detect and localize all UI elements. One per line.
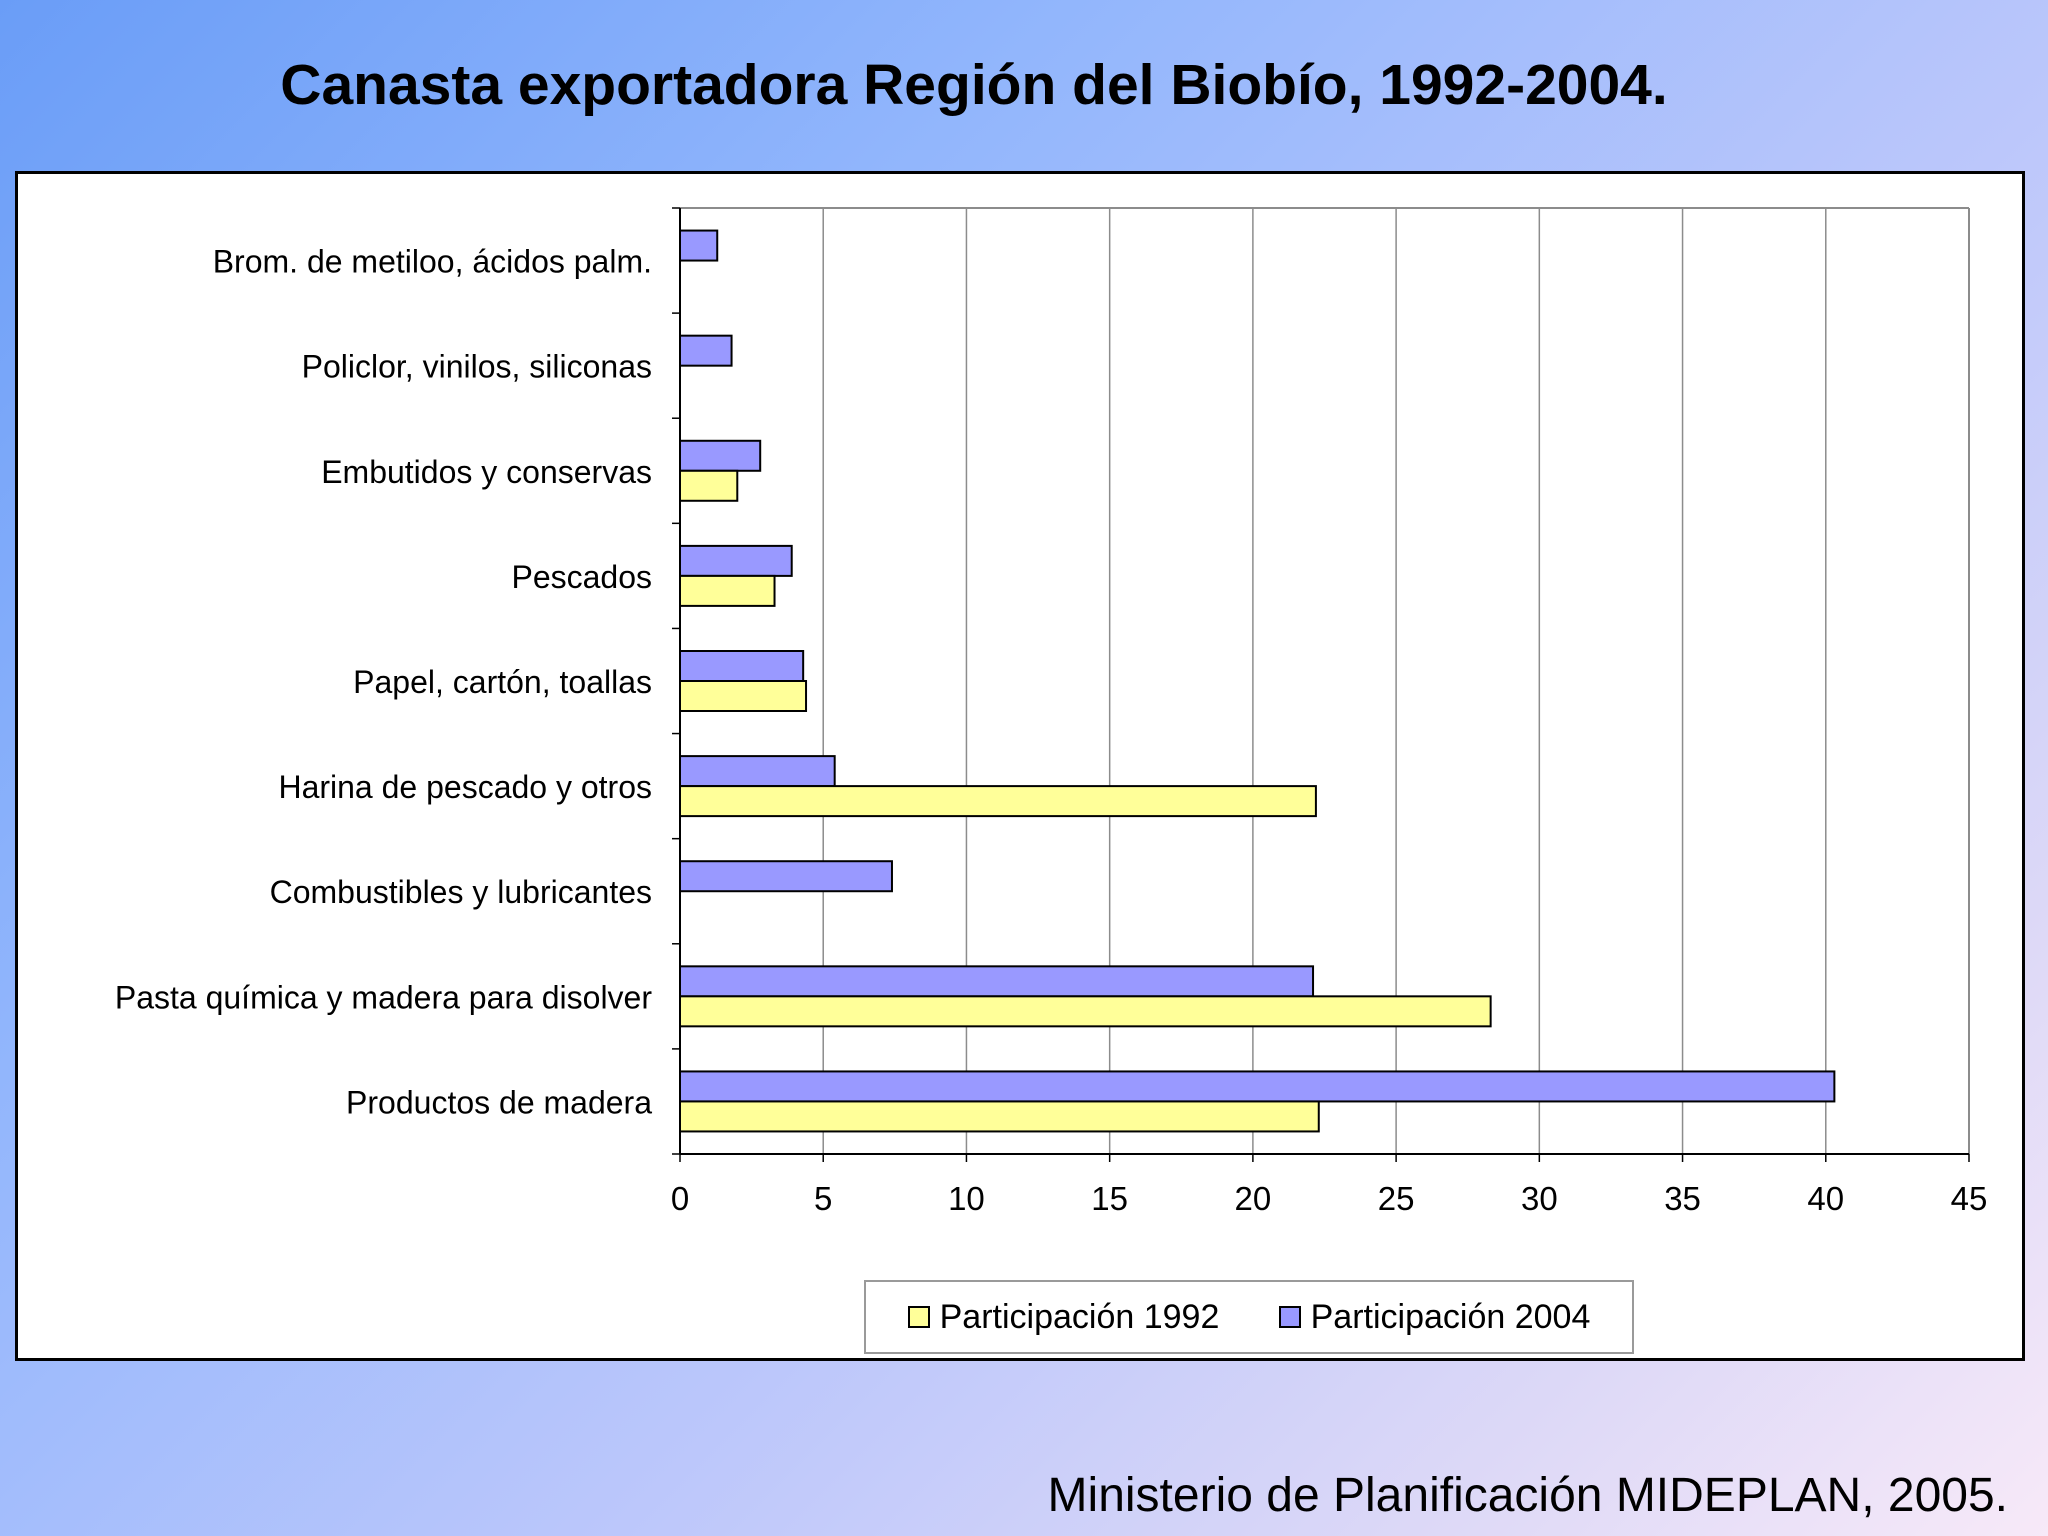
legend-swatch-2004: [1278, 1306, 1301, 1328]
x-tick-label: 35: [1664, 1180, 1701, 1217]
bar-2004: [679, 544, 793, 577]
source-note: Ministerio de Planificación MIDEPLAN, 20…: [1047, 1469, 2008, 1522]
bar-1992: [679, 1100, 1320, 1133]
bar-1992: [679, 574, 776, 607]
x-tick-label: 20: [1235, 1180, 1272, 1217]
category-label: Policlor, vinilos, siliconas: [302, 349, 652, 385]
bar-1992: [679, 785, 1317, 818]
bar-1992: [679, 469, 739, 502]
legend-item-1992: Participación 1992: [907, 1297, 1220, 1337]
x-tick-label: 5: [814, 1180, 832, 1217]
x-tick-label: 0: [671, 1180, 689, 1217]
category-label: Pescados: [511, 559, 652, 595]
legend-swatch-1992: [907, 1306, 930, 1328]
category-label: Combustibles y lubricantes: [270, 874, 652, 910]
bar-2004: [679, 965, 1315, 998]
category-label: Productos de madera: [346, 1084, 652, 1120]
bar-chart: 0 5 10 15 20 25 30 35 40 45 Brom. de metiloo, ácid…: [115, 207, 1988, 1217]
x-tick-label: 15: [1091, 1180, 1128, 1217]
x-tick-label: 25: [1378, 1180, 1415, 1217]
slide-title: Canasta exportadora Región del Biobío, 1…: [280, 53, 1668, 117]
chart-legend: Participación 1992 Participación 2004: [864, 1280, 1634, 1354]
bar-2004: [679, 755, 836, 788]
x-tick-label: 45: [1951, 1180, 1988, 1217]
category-label: Papel, cartón, toallas: [353, 664, 652, 700]
chart-frame: 0 5 10 15 20 25 30 35 40 45 Brom. de metiloo, ácid…: [15, 171, 2025, 1361]
bar-2004: [679, 229, 719, 262]
category-label: Pasta química y madera para disolver: [115, 979, 652, 1015]
legend-label-1992: Participación 1992: [939, 1297, 1220, 1336]
category-label: Brom. de metiloo, ácidos palm.: [213, 244, 652, 280]
x-tick-label: 10: [948, 1180, 985, 1217]
category-label: Harina de pescado y otros: [278, 769, 652, 805]
bar-2004: [679, 334, 733, 367]
bar-2004: [679, 650, 805, 682]
bar-1992: [679, 995, 1492, 1028]
legend-label-2004: Participación 2004: [1310, 1297, 1591, 1336]
bar-1992: [679, 680, 808, 712]
x-tick-label: 40: [1807, 1180, 1844, 1217]
bar-2004: [679, 860, 893, 893]
category-label: Embutidos y conservas: [321, 454, 652, 490]
bar-2004: [679, 439, 762, 472]
x-tick-label: 30: [1521, 1180, 1558, 1217]
bar-2004: [679, 1070, 1836, 1103]
legend-item-2004: Participación 2004: [1278, 1297, 1591, 1337]
